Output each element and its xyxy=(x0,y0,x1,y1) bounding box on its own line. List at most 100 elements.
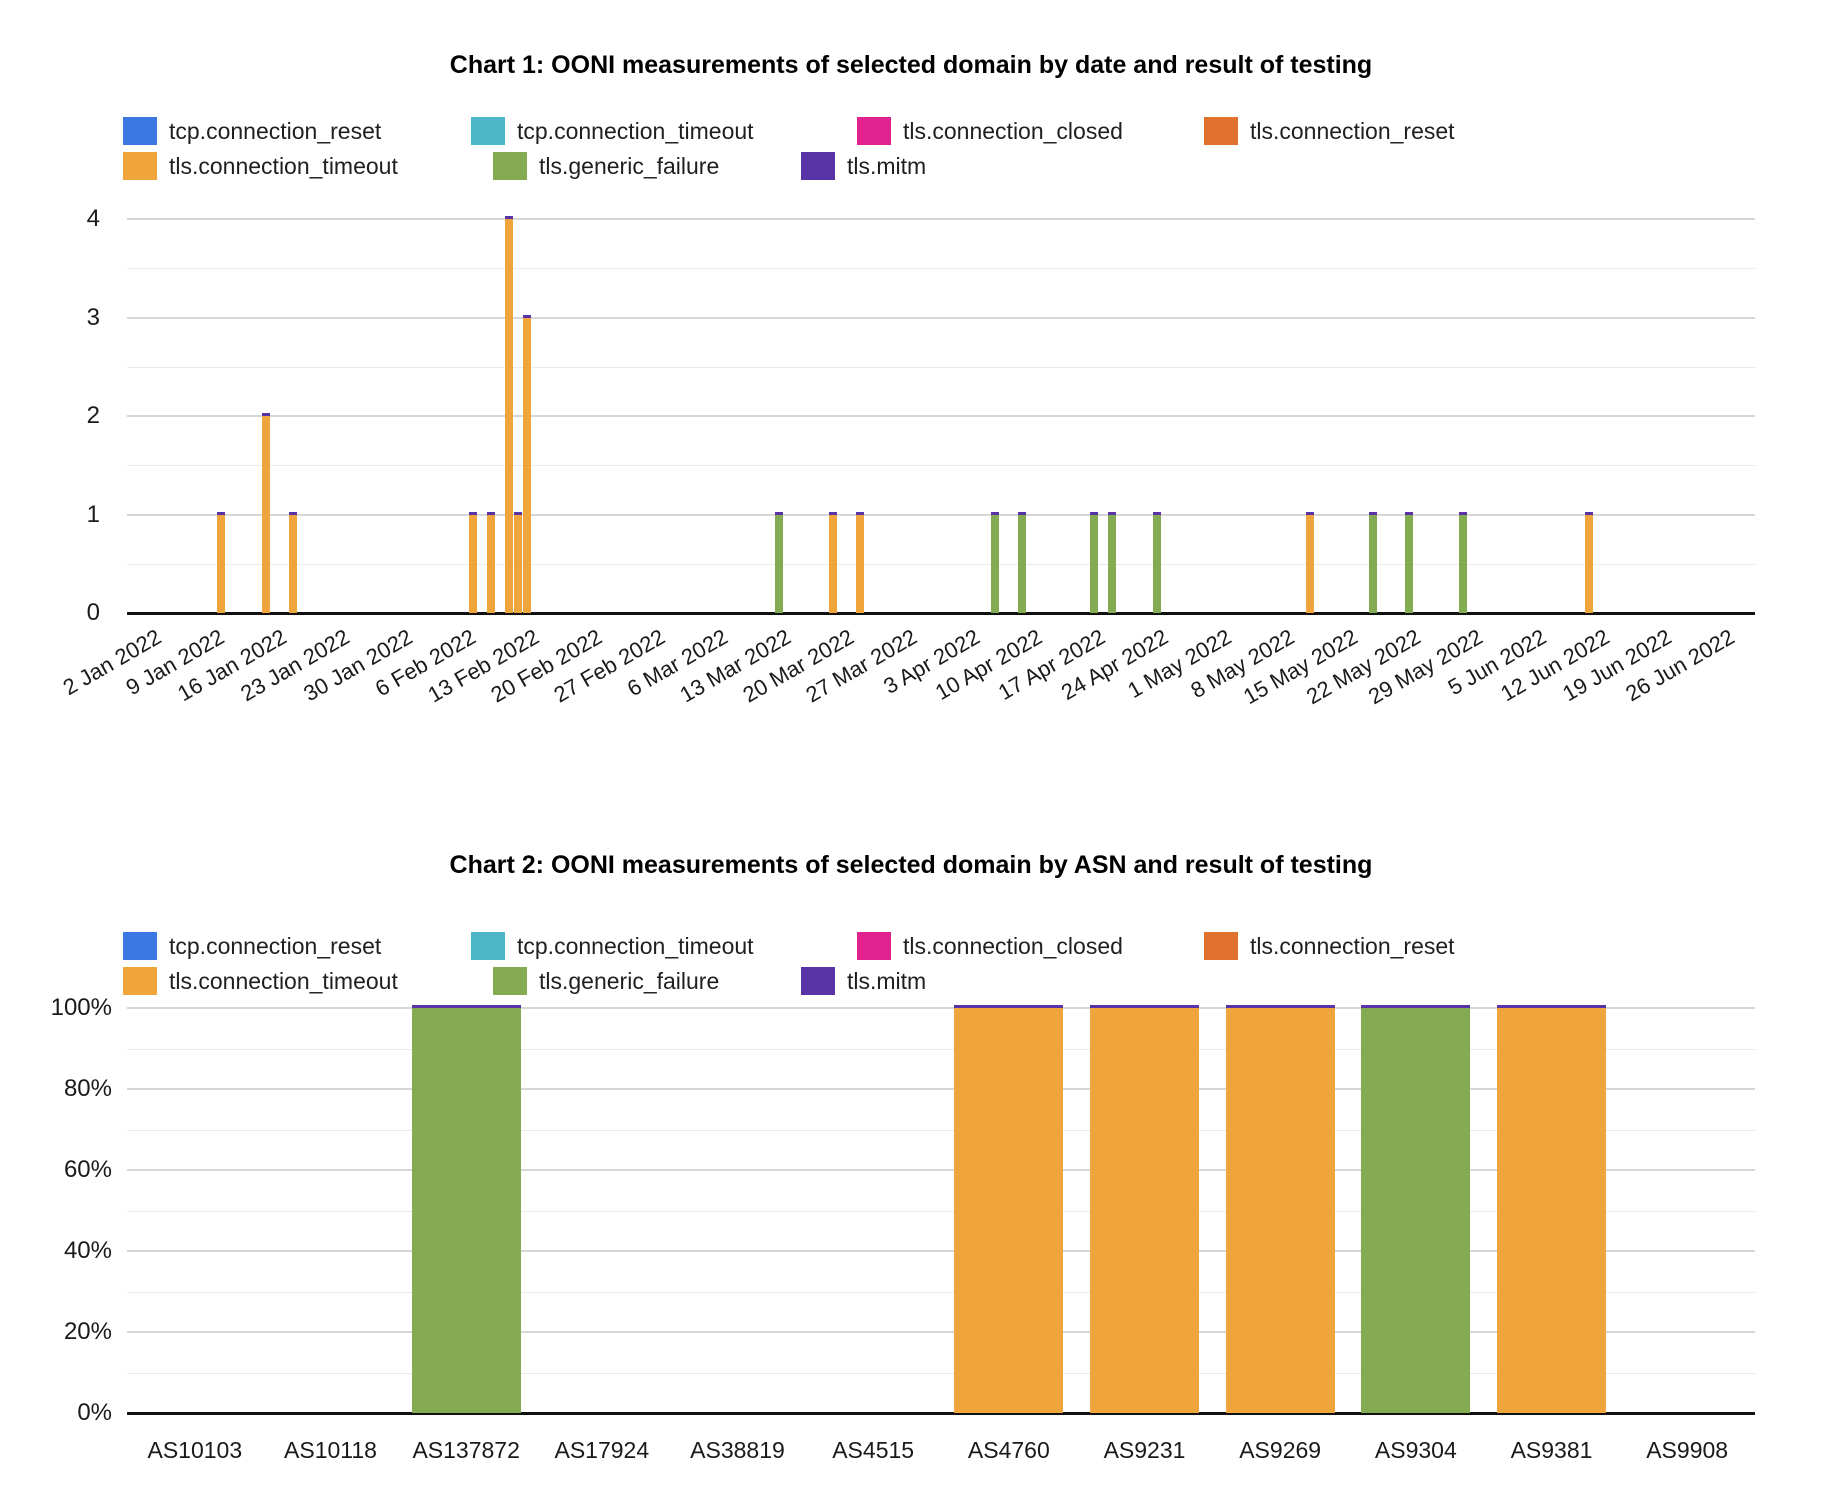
bar-cap-tls-mitm xyxy=(411,1005,521,1008)
bar-cap-tls-mitm xyxy=(487,511,496,515)
bar-segment xyxy=(1107,514,1116,613)
legend-label: tls.connection_reset xyxy=(1250,118,1455,144)
legend-swatch-icon xyxy=(801,152,835,180)
bar-AS137872[interactable] xyxy=(411,1005,521,1413)
y-axis-label: 100% xyxy=(50,994,112,1021)
legend-swatch-icon xyxy=(1204,117,1238,145)
bar-tls-generic-failure[interactable] xyxy=(1152,511,1161,613)
bar-segment xyxy=(262,416,271,613)
bar-cap-tls-mitm xyxy=(1458,511,1467,515)
bar-segment xyxy=(1017,514,1026,613)
y-axis-label: 20% xyxy=(63,1318,112,1345)
x-axis-label: AS9908 xyxy=(1646,1437,1729,1463)
gridline-major xyxy=(127,1331,1755,1333)
bar-tls-connection-timeout[interactable] xyxy=(469,511,478,613)
bar-cap-tls-mitm xyxy=(262,413,271,416)
legend-item-tls-generic-failure[interactable]: tls.generic_failure xyxy=(493,967,853,995)
bar-cap-tls-mitm xyxy=(1368,511,1377,515)
bar-cap-tls-mitm xyxy=(514,511,523,515)
bar-AS9304[interactable] xyxy=(1361,1005,1471,1413)
legend-item-tls-connection-closed[interactable]: tls.connection_closed xyxy=(857,932,1217,960)
bar-tls-connection-timeout[interactable] xyxy=(262,413,271,613)
bar-tls-generic-failure[interactable] xyxy=(1404,511,1413,613)
bar-segment xyxy=(1404,514,1413,613)
legend-label: tls.connection_timeout xyxy=(169,153,398,179)
bar-tls-connection-timeout[interactable] xyxy=(829,511,838,613)
bar-cap-tls-mitm xyxy=(1017,511,1026,515)
bar-segment-tls-connection-timeout xyxy=(1497,1008,1606,1413)
bar-tls-generic-failure[interactable] xyxy=(775,511,784,613)
bar-tls-connection-timeout[interactable] xyxy=(1305,511,1314,613)
x-axis-label: AS38819 xyxy=(690,1437,785,1463)
bar-segment-tls-connection-timeout xyxy=(954,1008,1064,1413)
bar-tls-generic-failure[interactable] xyxy=(1089,511,1098,613)
bar-tls-connection-timeout[interactable] xyxy=(514,511,523,613)
bar-cap-tls-mitm xyxy=(523,314,532,318)
bar-tls-connection-timeout[interactable] xyxy=(505,216,514,613)
legend-item-tls-connection-reset[interactable]: tls.connection_reset xyxy=(1204,117,1564,145)
legend-item-tls-mitm[interactable]: tls.mitm xyxy=(801,967,1161,995)
bar-AS9231[interactable] xyxy=(1090,1005,1199,1413)
legend-item-tcp-connection-reset[interactable]: tcp.connection_reset xyxy=(123,117,483,145)
bar-tls-connection-timeout[interactable] xyxy=(1584,511,1593,613)
legend-item-tls-generic-failure[interactable]: tls.generic_failure xyxy=(493,152,853,180)
bar-tls-connection-timeout[interactable] xyxy=(523,314,532,613)
legend-swatch-icon xyxy=(857,117,891,145)
gridline-minor xyxy=(127,1129,1755,1131)
legend-label: tcp.connection_timeout xyxy=(517,933,754,959)
gridline-minor xyxy=(127,1291,1755,1293)
y-axis-label: 80% xyxy=(63,1075,112,1102)
bar-segment xyxy=(523,317,532,613)
x-axis-line xyxy=(127,612,1755,615)
legend-item-tls-mitm[interactable]: tls.mitm xyxy=(801,152,1161,180)
legend-label: tls.generic_failure xyxy=(539,153,720,179)
legend-swatch-icon xyxy=(123,152,157,180)
legend-item-tls-connection-closed[interactable]: tls.connection_closed xyxy=(857,117,1217,145)
bar-tls-connection-timeout[interactable] xyxy=(289,511,298,613)
bar-cap-tls-mitm xyxy=(1089,511,1098,515)
bar-tls-connection-timeout[interactable] xyxy=(217,511,226,613)
bar-tls-generic-failure[interactable] xyxy=(1368,511,1377,613)
legend-swatch-icon xyxy=(801,967,835,995)
bar-cap-tls-mitm xyxy=(1497,1005,1606,1008)
gridline-minor xyxy=(127,1210,1755,1212)
legend-swatch-icon xyxy=(123,932,157,960)
x-axis-label: AS10103 xyxy=(147,1437,243,1463)
bar-tls-generic-failure[interactable] xyxy=(1017,511,1026,613)
bar-cap-tls-mitm xyxy=(829,511,838,515)
legend-label: tcp.connection_timeout xyxy=(517,118,754,144)
legend-label: tcp.connection_reset xyxy=(169,118,382,144)
bar-segment xyxy=(990,514,999,613)
legend-label: tcp.connection_reset xyxy=(169,933,382,959)
bar-tls-connection-timeout[interactable] xyxy=(487,511,496,613)
legend-label: tls.connection_closed xyxy=(903,118,1123,144)
gridline-major xyxy=(127,1169,1755,1171)
bar-segment xyxy=(829,514,838,613)
bar-tls-connection-timeout[interactable] xyxy=(856,511,865,613)
x-axis-label: AS9304 xyxy=(1374,1437,1457,1463)
legend-item-tcp-connection-reset[interactable]: tcp.connection_reset xyxy=(123,932,483,960)
bar-AS4760[interactable] xyxy=(954,1005,1064,1413)
gridline-minor xyxy=(127,1048,1755,1050)
bar-tls-generic-failure[interactable] xyxy=(1458,511,1467,613)
bar-tls-generic-failure[interactable] xyxy=(1107,511,1116,613)
legend-item-tls-connection-reset[interactable]: tls.connection_reset xyxy=(1204,932,1564,960)
x-axis-label: AS4515 xyxy=(832,1437,915,1463)
legend-swatch-icon xyxy=(857,932,891,960)
bar-cap-tls-mitm xyxy=(954,1005,1064,1008)
y-axis-label: 0% xyxy=(77,1399,112,1426)
legend-label: tls.connection_reset xyxy=(1250,933,1455,959)
bar-segment xyxy=(1368,514,1377,613)
legend-label: tls.mitm xyxy=(847,153,927,179)
y-axis-label: 0 xyxy=(86,599,100,626)
bar-AS9381[interactable] xyxy=(1497,1005,1606,1413)
legend-item-tls-connection-timeout[interactable]: tls.connection_timeout xyxy=(123,967,483,995)
x-axis-line xyxy=(127,1412,1755,1415)
bar-tls-generic-failure[interactable] xyxy=(990,511,999,613)
legend-item-tls-connection-timeout[interactable]: tls.connection_timeout xyxy=(123,152,483,180)
bar-AS9269[interactable] xyxy=(1225,1005,1335,1413)
legend-swatch-icon xyxy=(471,932,505,960)
legend-swatch-icon xyxy=(1204,932,1238,960)
legend-item-tcp-connection-timeout[interactable]: tcp.connection_timeout xyxy=(471,117,831,145)
legend-item-tcp-connection-timeout[interactable]: tcp.connection_timeout xyxy=(471,932,831,960)
